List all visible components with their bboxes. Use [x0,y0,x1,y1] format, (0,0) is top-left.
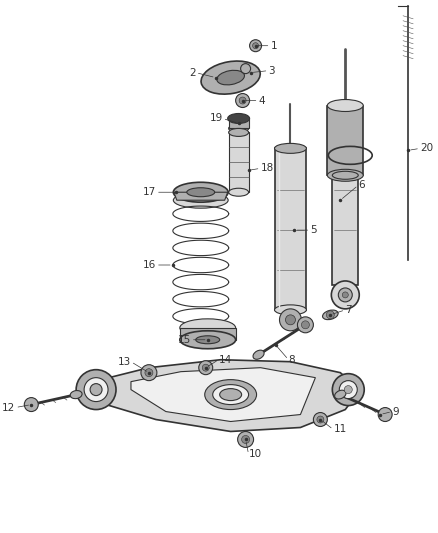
Circle shape [242,435,250,443]
Text: 13: 13 [118,357,131,367]
Ellipse shape [173,182,228,202]
Ellipse shape [327,100,363,111]
Polygon shape [332,175,358,285]
Circle shape [90,384,102,395]
Text: 9: 9 [392,407,399,417]
Circle shape [84,378,108,401]
Ellipse shape [332,171,358,179]
Ellipse shape [335,390,346,399]
Polygon shape [131,368,315,422]
Ellipse shape [217,70,244,85]
Text: 2: 2 [189,68,196,78]
Ellipse shape [180,331,236,349]
Text: 19: 19 [209,114,223,124]
Ellipse shape [229,188,249,196]
Text: 16: 16 [143,260,156,270]
Circle shape [236,94,250,108]
Circle shape [301,321,309,329]
Ellipse shape [275,305,307,315]
Circle shape [202,364,209,371]
Circle shape [317,416,324,423]
Text: 15: 15 [177,335,191,345]
Circle shape [338,288,352,302]
Text: 20: 20 [420,143,433,154]
Text: 12: 12 [2,402,15,413]
Text: 11: 11 [333,424,346,434]
Ellipse shape [322,310,338,320]
Polygon shape [174,192,228,200]
Ellipse shape [213,385,249,405]
Text: 18: 18 [261,163,274,173]
Ellipse shape [275,143,307,154]
Circle shape [279,309,301,331]
Ellipse shape [70,391,82,399]
Polygon shape [275,148,307,310]
Circle shape [332,374,364,406]
Circle shape [314,413,327,426]
Text: 3: 3 [268,66,275,76]
Ellipse shape [205,379,257,409]
Ellipse shape [280,144,300,152]
Text: 5: 5 [311,225,317,235]
Polygon shape [180,328,236,340]
Ellipse shape [332,101,358,110]
Ellipse shape [229,124,249,132]
Ellipse shape [327,169,363,181]
Ellipse shape [253,350,264,359]
Circle shape [24,398,38,411]
Circle shape [378,408,392,422]
Text: 1: 1 [271,41,277,51]
Circle shape [286,315,296,325]
Circle shape [145,369,153,377]
Ellipse shape [173,192,228,208]
Ellipse shape [201,61,260,94]
Polygon shape [229,118,249,128]
Text: 4: 4 [258,95,265,106]
Circle shape [331,281,359,309]
Ellipse shape [187,188,215,197]
Text: 7: 7 [345,305,352,315]
Circle shape [76,370,116,409]
Polygon shape [229,132,249,192]
Circle shape [240,63,251,74]
Text: 8: 8 [289,354,295,365]
Circle shape [253,43,258,49]
Polygon shape [327,106,363,175]
Text: 14: 14 [219,354,232,365]
Circle shape [239,97,246,104]
Ellipse shape [196,336,220,344]
Circle shape [339,381,357,399]
Circle shape [343,292,348,298]
Circle shape [344,385,352,393]
Circle shape [250,40,261,52]
Text: 17: 17 [143,187,156,197]
Text: 6: 6 [358,180,365,190]
Circle shape [297,317,314,333]
Ellipse shape [220,389,242,401]
Ellipse shape [228,114,250,124]
Circle shape [238,432,254,447]
Polygon shape [83,360,360,432]
Circle shape [199,361,213,375]
Circle shape [141,365,157,381]
Ellipse shape [180,319,236,337]
Text: 10: 10 [249,449,262,459]
Circle shape [326,311,334,319]
Ellipse shape [229,128,249,136]
